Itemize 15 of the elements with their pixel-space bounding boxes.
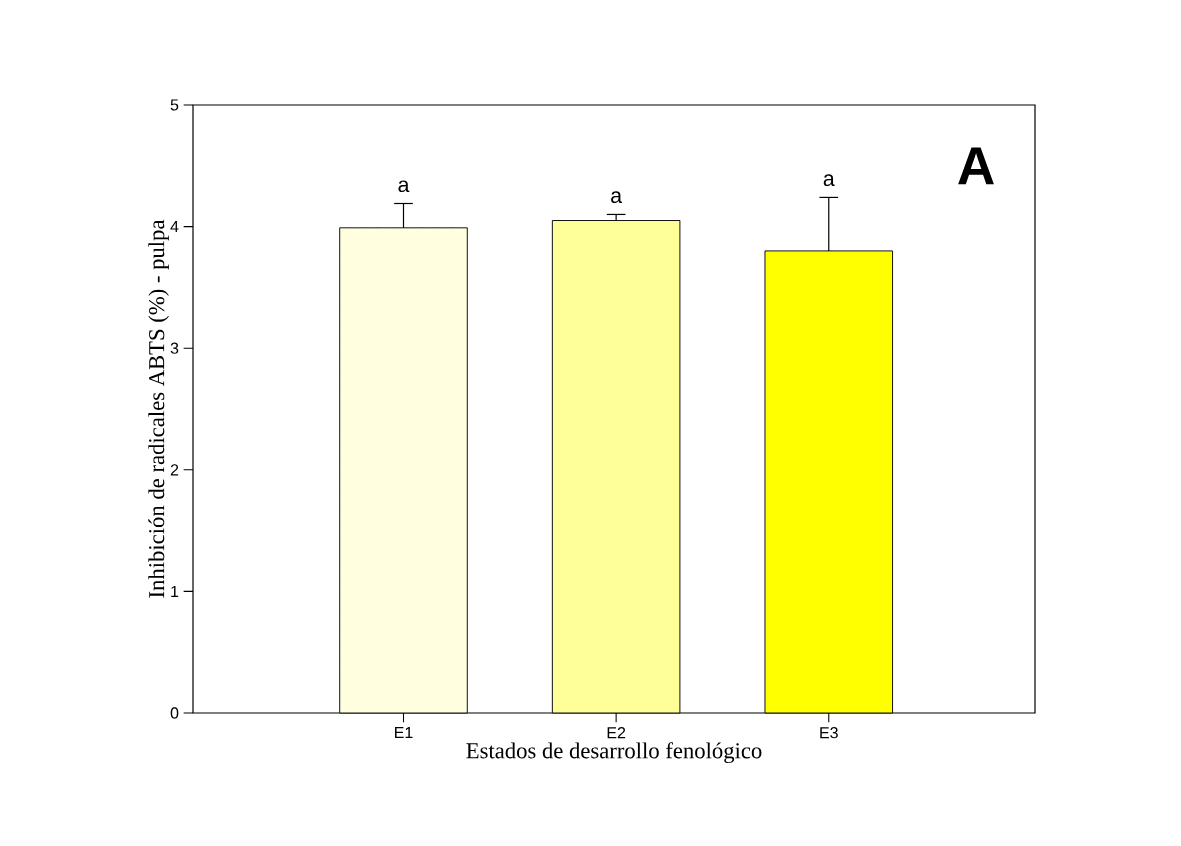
annotation: a: [398, 180, 410, 193]
y-tick-label: 2: [170, 464, 179, 476]
x-axis-title: Estados de desarrollo fenológico: [466, 742, 762, 764]
y-tick-label: 0: [170, 707, 179, 719]
annotation: A: [958, 147, 994, 185]
annotation: a: [823, 174, 835, 187]
x-tick-label: E1: [395, 727, 413, 739]
y-tick-label: 3: [170, 342, 179, 354]
y-axis-title: Inhibición de radicales ABTS (%) - pulpa: [148, 219, 169, 598]
y-tick-label: 4: [170, 221, 179, 233]
x-tick-label: E2: [607, 727, 626, 739]
x-tick-label: E3: [820, 727, 838, 739]
y-tick-label: 5: [170, 99, 179, 111]
y-tick-label: 1: [171, 585, 179, 597]
annotation: a: [611, 191, 623, 204]
